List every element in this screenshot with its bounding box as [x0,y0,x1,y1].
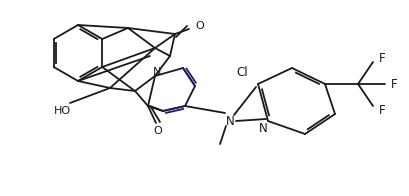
Text: Cl: Cl [236,65,247,79]
Text: HO: HO [53,106,70,116]
Text: O: O [153,126,162,136]
Text: N: N [225,114,234,128]
Text: N: N [258,122,267,135]
Text: F: F [390,77,396,91]
Text: O: O [195,21,204,31]
Text: F: F [378,52,384,64]
Text: F: F [378,103,384,116]
Text: N: N [153,67,161,77]
